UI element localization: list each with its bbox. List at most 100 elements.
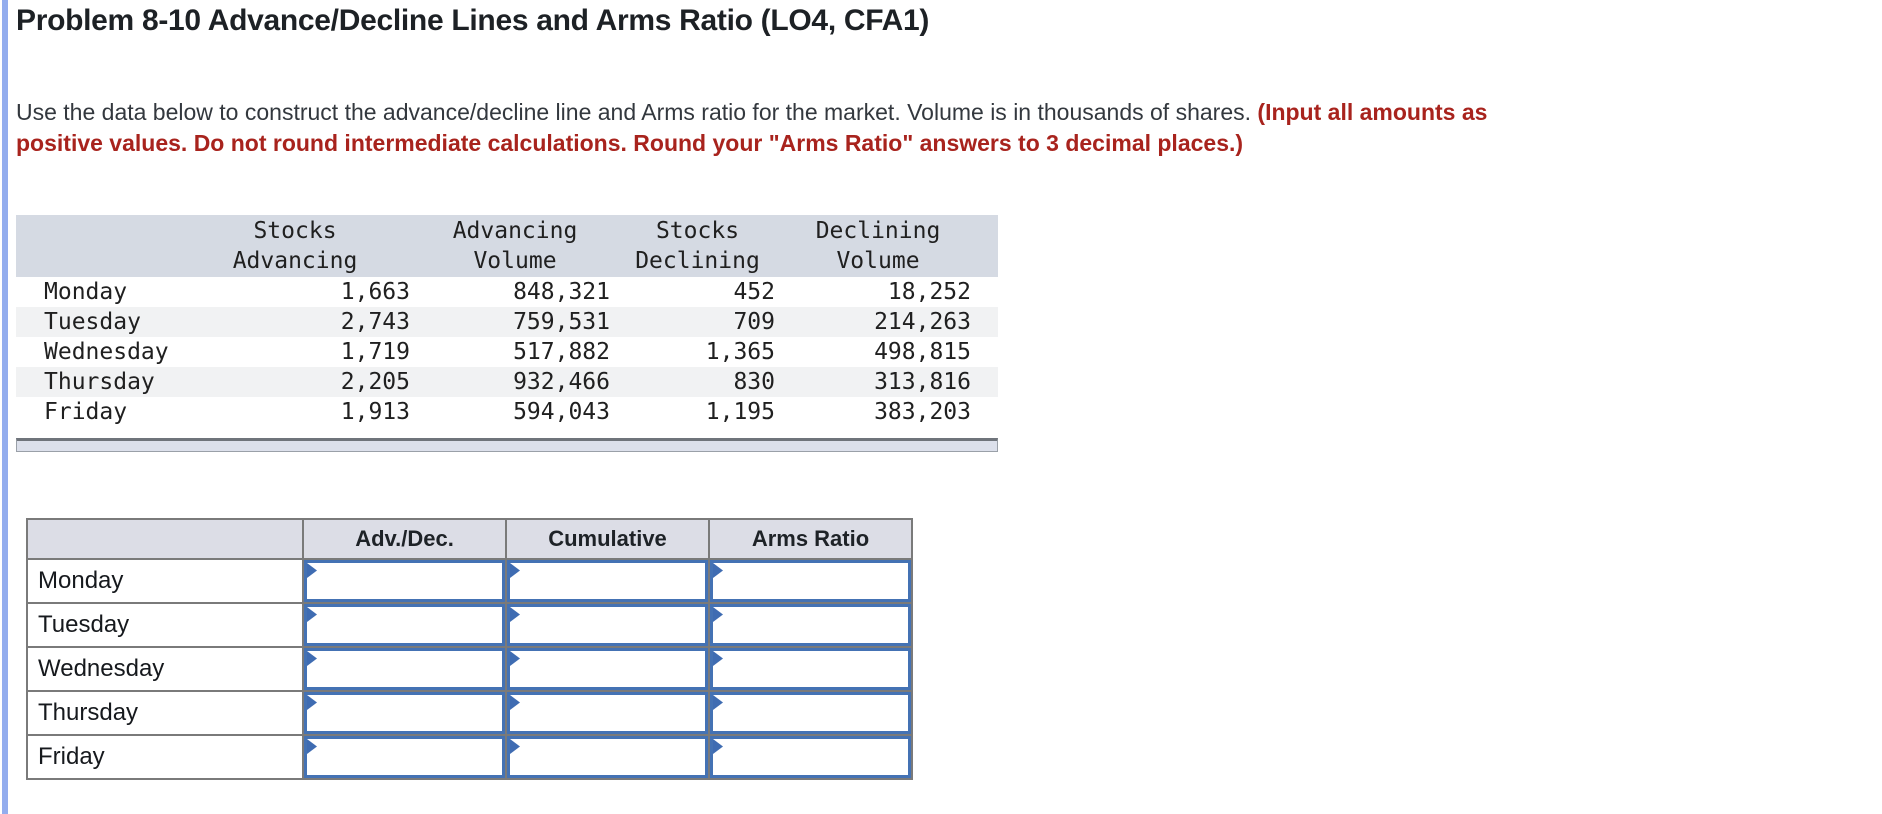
input-thursday-arms-ratio[interactable] <box>710 692 911 734</box>
answer-marker-icon <box>713 563 723 578</box>
input-tuesday-arms-ratio[interactable] <box>710 604 911 646</box>
answer-marker-icon <box>307 695 317 710</box>
header-line: Stocks <box>655 218 740 244</box>
day-label: Monday <box>44 279 128 305</box>
input-friday-adv-dec-cell <box>302 734 507 780</box>
answer-marker-icon <box>713 739 723 754</box>
answer-day-label: Tuesday <box>26 602 304 648</box>
data-row-wednesday: Wednesday 1,719 517,882 1,365 498,815 <box>16 337 998 367</box>
answer-marker-icon <box>510 695 520 710</box>
header-line: Stocks <box>253 218 337 244</box>
input-monday-arms-ratio[interactable] <box>710 560 911 602</box>
header-line: Declining <box>635 248 760 274</box>
answer-row-wednesday: Wednesday <box>26 646 913 692</box>
answer-day-label: Thursday <box>26 690 304 736</box>
answer-header-row: Adv./Dec. Cumulative Arms Ratio <box>26 518 913 560</box>
answer-marker-icon <box>510 607 520 622</box>
header-line: Volume <box>836 248 920 274</box>
data-header-stocks-declining: Stocks Declining <box>620 215 785 277</box>
input-tuesday-adv-dec-cell <box>302 602 507 648</box>
left-accent-bar <box>2 0 8 814</box>
input-monday-adv-dec-cell <box>302 558 507 604</box>
input-tuesday-adv-dec[interactable] <box>304 604 505 646</box>
data-header-stocks-advancing: Stocks Advancing <box>180 215 420 277</box>
data-row-thursday: Thursday 2,205 932,466 830 313,816 <box>16 367 998 397</box>
data-header-declining-volume: Declining Volume <box>785 215 998 277</box>
horizontal-scrollbar[interactable] <box>16 438 998 452</box>
day-label: Tuesday <box>16 307 180 337</box>
input-wednesday-cumulative[interactable] <box>507 648 708 690</box>
answer-marker-icon <box>307 739 317 754</box>
input-monday-cumulative-cell <box>505 558 710 604</box>
answer-marker-icon <box>510 651 520 666</box>
input-friday-arms-ratio-cell <box>708 734 913 780</box>
page-title: Problem 8-10 Advance/Decline Lines and A… <box>16 4 930 37</box>
value-cell: 2,205 <box>180 367 420 397</box>
answer-marker-icon <box>307 563 317 578</box>
answer-header-cumulative: Cumulative <box>505 518 710 560</box>
header-line: Declining <box>815 218 941 244</box>
answer-row-thursday: Thursday <box>26 690 913 736</box>
input-monday-arms-ratio-cell <box>708 558 913 604</box>
value-cell: 709 <box>620 307 785 337</box>
input-friday-cumulative-cell <box>505 734 710 780</box>
input-friday-cumulative[interactable] <box>507 736 708 778</box>
day-label: Thursday <box>16 367 180 397</box>
answer-marker-icon <box>510 563 520 578</box>
data-header-empty <box>16 215 180 277</box>
input-friday-arms-ratio[interactable] <box>710 736 911 778</box>
instruction-text: Use the data below to construct the adva… <box>16 99 1258 125</box>
input-thursday-cumulative[interactable] <box>507 692 708 734</box>
answer-header-arms-ratio: Arms Ratio <box>708 518 913 560</box>
input-thursday-arms-ratio-cell <box>708 690 913 736</box>
value-cell: 18,252 <box>887 279 971 305</box>
input-thursday-adv-dec[interactable] <box>304 692 505 734</box>
answer-marker-icon <box>510 739 520 754</box>
answer-day-label: Friday <box>26 734 304 780</box>
value-cell: 1,365 <box>705 339 775 365</box>
header-line: Advancing <box>452 218 578 244</box>
answer-marker-icon <box>713 695 723 710</box>
input-tuesday-cumulative[interactable] <box>507 604 708 646</box>
value-cell: 2,743 <box>180 307 420 337</box>
instructions: Use the data below to construct the adva… <box>16 97 1564 159</box>
input-monday-adv-dec[interactable] <box>304 560 505 602</box>
answer-marker-icon <box>307 607 317 622</box>
value-cell: 830 <box>620 367 785 397</box>
data-row-monday: Monday 1,663 848,321 452 18,252 <box>16 277 998 307</box>
input-wednesday-arms-ratio-cell <box>708 646 913 692</box>
data-header-advancing-volume: Advancing Volume <box>420 215 620 277</box>
header-line: Volume <box>473 248 557 274</box>
input-thursday-cumulative-cell <box>505 690 710 736</box>
day-label: Friday <box>44 399 128 425</box>
value-cell: 759,531 <box>420 307 620 337</box>
value-cell: 932,466 <box>420 367 620 397</box>
value-cell: 313,816 <box>785 367 998 397</box>
input-monday-cumulative[interactable] <box>507 560 708 602</box>
answer-marker-icon <box>713 651 723 666</box>
input-tuesday-arms-ratio-cell <box>708 602 913 648</box>
answer-header-adv-dec: Adv./Dec. <box>302 518 507 560</box>
answer-day-label: Monday <box>26 558 304 604</box>
value-cell: 594,043 <box>513 399 610 425</box>
market-data-table: Stocks Advancing Advancing Volume Stocks… <box>16 215 998 427</box>
value-cell: 1,913 <box>340 399 410 425</box>
value-cell: 517,882 <box>513 339 610 365</box>
answer-marker-icon <box>713 607 723 622</box>
input-friday-adv-dec[interactable] <box>304 736 505 778</box>
value-cell: 1,195 <box>705 399 775 425</box>
input-thursday-adv-dec-cell <box>302 690 507 736</box>
data-row-tuesday: Tuesday 2,743 759,531 709 214,263 <box>16 307 998 337</box>
value-cell: 452 <box>733 279 775 305</box>
data-row-friday: Friday 1,913 594,043 1,195 383,203 <box>16 397 998 427</box>
answer-row-tuesday: Tuesday <box>26 602 913 648</box>
day-label: Wednesday <box>44 339 169 365</box>
input-wednesday-adv-dec-cell <box>302 646 507 692</box>
instruction-warning-text: (Input all amounts as positive values. D… <box>16 99 1488 156</box>
value-cell: 1,719 <box>340 339 410 365</box>
input-wednesday-arms-ratio[interactable] <box>710 648 911 690</box>
input-wednesday-adv-dec[interactable] <box>304 648 505 690</box>
value-cell: 1,663 <box>340 279 410 305</box>
value-cell: 848,321 <box>513 279 610 305</box>
